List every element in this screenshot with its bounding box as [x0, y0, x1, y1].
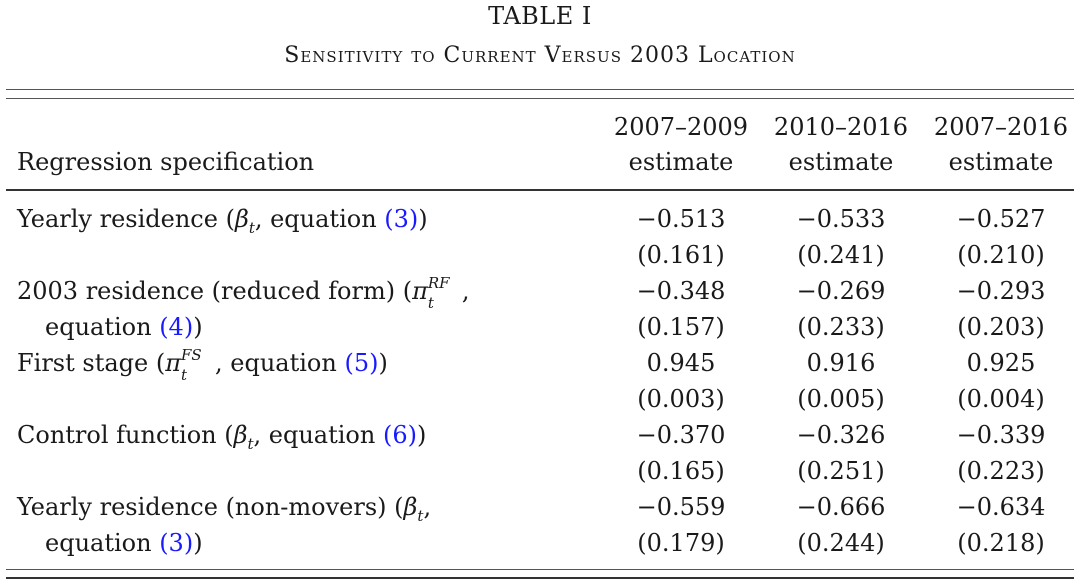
math-symbol: π [165, 349, 181, 377]
estimate-value: 0.925 [966, 349, 1036, 377]
math-symbol: π [412, 277, 428, 305]
column-header: estimate [948, 148, 1054, 176]
standard-error: (0.161) [637, 241, 725, 269]
label-text: equation [45, 529, 160, 557]
subscript: t [247, 435, 254, 453]
equation-link[interactable]: (6) [382, 421, 417, 449]
equation-link[interactable]: (3) [384, 205, 419, 233]
label-text: 2003 residence (reduced form) ( [17, 277, 413, 305]
label-text: , [461, 277, 470, 305]
label-text: First stage ( [17, 349, 166, 377]
estimate-value: −0.339 [956, 421, 1046, 449]
label-text: ) [418, 205, 428, 233]
standard-error: (0.218) [957, 529, 1045, 557]
header-rule [6, 189, 1074, 191]
standard-error: (0.223) [957, 457, 1045, 485]
estimate-value: 0.945 [646, 349, 716, 377]
label-text: ) [193, 529, 203, 557]
estimate-value: −0.348 [636, 277, 726, 305]
top-rule-2 [6, 98, 1074, 99]
estimate-value: −0.513 [636, 205, 726, 233]
math-symbol: β [234, 205, 249, 233]
label-text: Control function ( [17, 421, 234, 449]
subscript: t [427, 294, 434, 312]
column-header: 2007–2009 [613, 113, 749, 141]
label-text: equation [45, 313, 160, 341]
standard-error: (0.233) [797, 313, 885, 341]
estimate-value: −0.527 [956, 205, 1046, 233]
equation-link[interactable]: (5) [344, 349, 379, 377]
bottom-rule-2 [6, 577, 1074, 579]
label-text: , equation [254, 205, 385, 233]
superscript: FS [181, 346, 202, 364]
table-title: TABLE I [488, 2, 592, 30]
column-header: 2010–2016 [773, 113, 909, 141]
estimate-value: −0.666 [796, 493, 886, 521]
standard-error: (0.165) [637, 457, 725, 485]
standard-error: (0.004) [957, 385, 1045, 413]
estimate-value: −0.370 [636, 421, 726, 449]
subscript: t [248, 219, 255, 237]
label-text: , [423, 493, 432, 521]
top-rule [6, 89, 1074, 90]
estimate-value: −0.533 [796, 205, 886, 233]
row-label-continuation: equation (3)) [45, 525, 203, 561]
label-text: , equation [215, 349, 345, 377]
math-symbol: β [233, 421, 248, 449]
standard-error: (0.005) [797, 385, 885, 413]
row-label-continuation: equation (4)) [45, 309, 203, 345]
column-header: estimate [628, 148, 734, 176]
standard-error: (0.244) [797, 529, 885, 557]
estimate-value: −0.293 [956, 277, 1046, 305]
sup-sub: FS t [181, 346, 215, 384]
standard-error: (0.179) [637, 529, 725, 557]
subscript: t [181, 366, 188, 384]
bottom-rule [6, 569, 1074, 570]
equation-link[interactable]: (4) [159, 313, 194, 341]
standard-error: (0.241) [797, 241, 885, 269]
estimate-value: −0.326 [796, 421, 886, 449]
row-label: First stage (π FS t , equation (5)) [17, 345, 388, 384]
label-text: ) [193, 313, 203, 341]
label-text: ) [378, 349, 388, 377]
label-text: , equation [253, 421, 383, 449]
standard-error: (0.203) [957, 313, 1045, 341]
column-header: 2007–2016 [933, 113, 1069, 141]
row-label: Control function (βt, equation (6)) [17, 417, 426, 462]
sup-sub: RF t [428, 274, 462, 312]
label-text: ) [416, 421, 427, 449]
subscript: t [417, 507, 424, 525]
label-text: Yearly residence (non-movers) ( [17, 493, 404, 521]
row-label: 2003 residence (reduced form) (π RF t, [17, 273, 470, 312]
standard-error: (0.003) [637, 385, 725, 413]
estimate-value: −0.634 [956, 493, 1046, 521]
column-header: estimate [788, 148, 894, 176]
table-subtitle: Sensitivity to Current Versus 2003 Locat… [284, 43, 796, 68]
row-label: Yearly residence (non-movers) (βt, [17, 489, 431, 534]
row-label: Yearly residence (βt, equation (3)) [17, 201, 428, 246]
math-symbol: β [403, 493, 418, 521]
estimate-value: −0.269 [796, 277, 886, 305]
header-label: Regression specification [17, 148, 315, 176]
estimate-value: 0.916 [806, 349, 876, 377]
label-text: Yearly residence ( [17, 205, 235, 233]
standard-error: (0.210) [957, 241, 1045, 269]
estimate-value: −0.559 [636, 493, 726, 521]
superscript: RF [427, 274, 450, 292]
standard-error: (0.157) [637, 313, 725, 341]
equation-link[interactable]: (3) [159, 529, 194, 557]
standard-error: (0.251) [797, 457, 885, 485]
